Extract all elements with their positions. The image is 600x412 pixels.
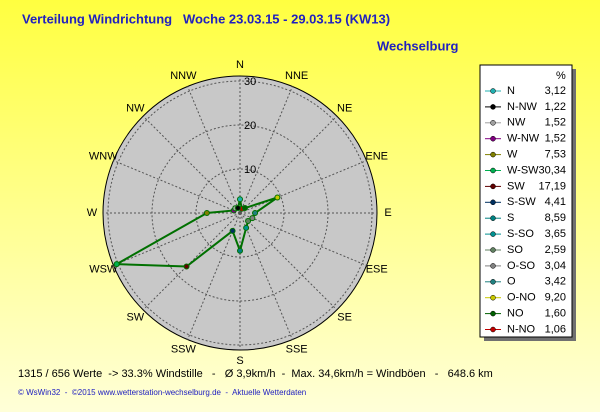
direction-label: SE	[337, 312, 352, 324]
legend-marker	[490, 151, 496, 158]
spoke	[142, 115, 241, 214]
spoke	[239, 86, 293, 214]
spoke	[113, 160, 241, 214]
direction-label: ESE	[366, 264, 388, 276]
legend-value: 1,06	[545, 323, 566, 335]
legend-value: 9,20	[545, 292, 566, 304]
direction-label: NE	[337, 102, 352, 114]
legend-marker	[490, 199, 496, 206]
legend-value: 7,53	[545, 149, 566, 161]
legend-value: 4,41	[545, 196, 566, 208]
legend-header: %	[556, 70, 566, 82]
direction-label: SSW	[171, 344, 197, 356]
legend-value: 8,59	[545, 212, 566, 224]
legend-value: 3,04	[545, 260, 566, 272]
wind-point	[229, 227, 236, 234]
direction-label: NW	[126, 102, 145, 114]
direction-label: N	[236, 59, 244, 71]
credits: © WsWin32 - ©2015 www.wetterstation-wech…	[18, 388, 306, 397]
legend-value: 1,60	[545, 308, 566, 320]
wind-point	[183, 263, 190, 270]
legend-value: 30,34	[538, 164, 566, 176]
legend-value: 1,22	[545, 101, 566, 113]
legend-marker	[490, 120, 496, 126]
direction-label: ENE	[365, 150, 388, 162]
legend-marker	[490, 104, 496, 110]
direction-label: S	[236, 355, 243, 367]
wind-point	[252, 210, 259, 216]
legend-label: NO	[507, 308, 524, 320]
legend-marker	[490, 183, 496, 190]
r-tick-label: 20	[244, 120, 256, 132]
legend-label: O-NO	[507, 292, 536, 304]
direction-label: W	[87, 207, 98, 219]
legend-label: SO	[507, 244, 523, 256]
wind-point	[249, 215, 256, 222]
wind-point	[113, 261, 120, 268]
footer: 1315 / 656 Werte -> 33.3% Windstille - Ø…	[18, 368, 493, 380]
legend-marker	[490, 263, 496, 269]
legend-marker	[490, 167, 496, 174]
wind-point	[203, 210, 210, 216]
legend-label: O	[507, 276, 516, 288]
r-tick-label: 30	[244, 76, 256, 88]
legend-label: O-SO	[507, 260, 536, 272]
legend-marker	[490, 247, 496, 253]
legend-marker	[490, 88, 496, 94]
legend-label: S	[507, 212, 514, 224]
spoke	[239, 212, 338, 311]
legend-value: 17,19	[538, 180, 566, 192]
wind-point	[234, 205, 241, 212]
legend-marker	[490, 310, 496, 317]
direction-label: WNW	[89, 150, 118, 162]
legend-marker	[490, 215, 496, 221]
legend-label: S-SW	[507, 196, 536, 208]
legend-value: 1,52	[545, 133, 566, 145]
wind-point	[243, 224, 250, 231]
spoke	[239, 115, 338, 214]
legend-label: W-SW	[507, 164, 539, 176]
legend-value: 3,42	[545, 276, 566, 288]
legend-value: 2,59	[545, 244, 566, 256]
wind-point	[237, 247, 243, 254]
legend-label: S-SO	[507, 228, 534, 240]
chart-title: Verteilung Windrichtung Woche 23.03.15 -…	[22, 11, 390, 26]
spoke	[113, 212, 241, 266]
wind-point	[237, 196, 243, 203]
wind-point	[245, 218, 252, 225]
legend-marker	[490, 279, 496, 285]
spoke	[187, 212, 241, 340]
legend-marker	[490, 326, 496, 333]
wind-point	[274, 194, 281, 201]
legend-value: 3,65	[545, 228, 566, 240]
legend-marker	[490, 135, 496, 142]
legend-marker	[490, 294, 496, 301]
legend-label: W-NW	[507, 133, 540, 145]
wind-point	[241, 205, 248, 212]
legend-value: 1,52	[545, 117, 566, 129]
legend-label: NW	[507, 117, 526, 129]
spoke	[239, 160, 367, 214]
chart-subtitle: Wechselburg	[377, 38, 458, 53]
legend-label: N	[507, 85, 515, 97]
legend-value: 3,12	[545, 85, 566, 97]
direction-label: NNE	[285, 70, 308, 82]
legend-label: N-NW	[507, 101, 538, 113]
direction-label: SSE	[286, 344, 308, 356]
spoke	[187, 86, 241, 214]
spoke	[239, 212, 293, 340]
legend-label: W	[507, 149, 518, 161]
spoke	[239, 212, 367, 266]
legend-label: N-NO	[507, 323, 536, 335]
direction-label: NNW	[170, 70, 197, 82]
r-tick-label: 10	[244, 164, 256, 176]
direction-label: E	[384, 207, 391, 219]
legend-label: SW	[507, 180, 525, 192]
direction-label: SW	[126, 312, 144, 324]
legend-marker	[490, 231, 496, 237]
direction-label: WSW	[89, 264, 118, 276]
